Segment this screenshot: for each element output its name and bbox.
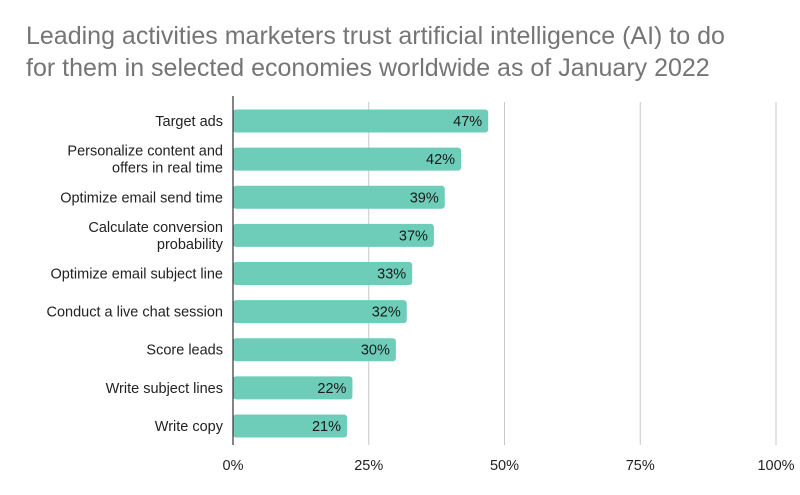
category-label-3-line-1: probability	[157, 237, 224, 253]
category-label-1-line-0: Personalize content and	[67, 144, 223, 160]
data-label-0: 47%	[453, 114, 482, 130]
data-label-4: 33%	[377, 267, 406, 283]
category-label-3-line-0: Calculate conversion	[88, 220, 223, 236]
bar-1	[233, 147, 462, 171]
x-tick-label-0: 0%	[223, 458, 244, 474]
category-label-4: Optimize email subject line	[51, 267, 223, 283]
chart-title-line-2: for them in selected economies worldwide…	[26, 54, 710, 82]
data-label-8: 21%	[312, 419, 341, 435]
data-label-6: 30%	[361, 343, 390, 359]
chart-title: Leading activities marketers trust artif…	[26, 20, 786, 84]
x-tick-label-25: 25%	[354, 458, 383, 474]
bar-6	[233, 338, 396, 362]
data-label-7: 22%	[317, 381, 346, 397]
x-tick-label-100: 100%	[757, 458, 794, 474]
category-label-2: Optimize email send time	[60, 190, 223, 206]
bar-7	[233, 376, 353, 400]
category-label-5: Conduct a live chat session	[46, 305, 223, 321]
bar-8	[233, 414, 348, 438]
category-label-0: Target ads	[155, 114, 223, 130]
data-label-1: 42%	[426, 152, 455, 168]
data-label-2: 39%	[410, 190, 439, 206]
bar-3	[233, 223, 434, 247]
bar-4	[233, 262, 413, 285]
chart-title-line-1: Leading activities marketers trust artif…	[26, 22, 725, 50]
data-label-5: 32%	[372, 305, 401, 321]
data-label-3: 37%	[399, 228, 428, 244]
bar-5	[233, 300, 407, 324]
category-label-1-line-1: offers in real time	[112, 161, 223, 177]
category-label-6: Score leads	[146, 343, 223, 359]
category-label-8: Write copy	[155, 419, 224, 435]
category-label-7: Write subject lines	[106, 381, 223, 397]
bar-0	[233, 109, 489, 133]
bar-2	[233, 185, 445, 209]
x-tick-label-75: 75%	[626, 458, 655, 474]
x-tick-label-50: 50%	[490, 458, 519, 474]
